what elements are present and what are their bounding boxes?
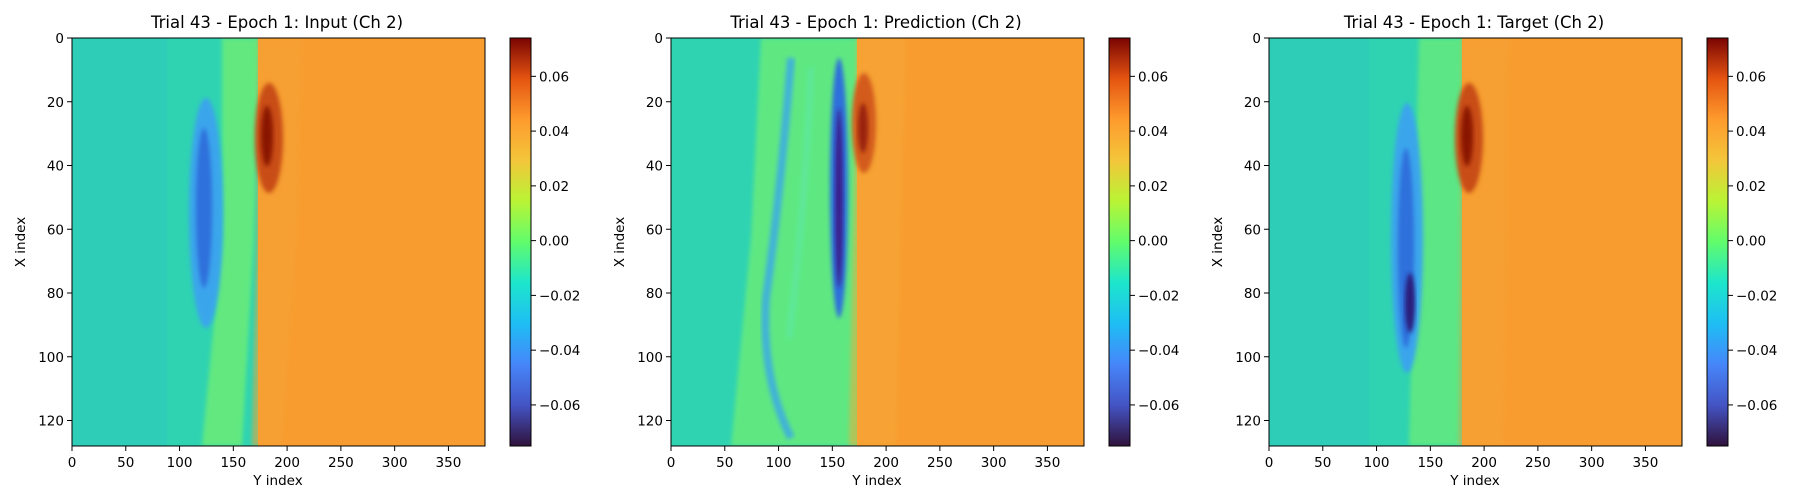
y-tick-label: 100	[38, 350, 64, 366]
colorbar-tick-label: −0.06	[1736, 398, 1777, 414]
colorbar-tick-label: 0.00	[1736, 234, 1766, 250]
chart-title: Trial 43 - Epoch 1: Target (Ch 2)	[1343, 13, 1604, 32]
chart-title: Trial 43 - Epoch 1: Input (Ch 2)	[150, 13, 403, 32]
x-tick-label: 0	[667, 455, 676, 471]
x-tick-label: 200	[873, 455, 899, 471]
colorbar-ticks: 0.06 0.04 0.02 0.00 −0.02 −0.04 −0.06	[1728, 69, 1777, 414]
y-tick-label: 60	[47, 222, 64, 238]
x-tick-label: 150	[1417, 455, 1443, 471]
y-tick-label: 120	[1235, 414, 1261, 430]
x-axis-label: Y index	[851, 473, 901, 489]
panel-input: Trial 43 - Epoch 1: Input (Ch 2) 0 50 100 1…	[13, 13, 580, 489]
colorbar-tick-label: 0.00	[1138, 234, 1168, 250]
y-tick-label: 120	[637, 414, 663, 430]
x-axis-label: Y index	[1449, 473, 1499, 489]
y-tick-label: 80	[47, 286, 64, 302]
colorbar-tick-label: −0.04	[1736, 343, 1777, 359]
colorbar-tick-label: −0.02	[1736, 288, 1777, 304]
colorbar-tick-label: 0.06	[539, 69, 569, 85]
colorbar	[1108, 37, 1131, 447]
colorbar-tick-label: 0.06	[1138, 69, 1168, 85]
colorbar-ticks: 0.06 0.04 0.02 0.00 −0.02 −0.04 −0.06	[1130, 69, 1179, 414]
colorbar-tick-label: 0.00	[539, 234, 569, 250]
plot-frame	[670, 37, 1085, 447]
heatmap-image	[671, 38, 1084, 446]
x-tick-label: 250	[328, 455, 354, 471]
heatmap-image	[1269, 38, 1682, 446]
plot-frame	[1268, 37, 1683, 447]
colorbar-tick-label: −0.06	[1138, 398, 1179, 414]
panel-target: Trial 43 - Epoch 1: Target (Ch 2) 0 50 100…	[1210, 13, 1777, 489]
y-axis-label: X index	[1210, 217, 1226, 267]
y-tick-label: 20	[47, 95, 64, 111]
colorbar-tick-label: 0.06	[1736, 69, 1766, 85]
x-tick-label: 100	[167, 455, 193, 471]
colorbar-tick-label: 0.02	[539, 179, 569, 195]
y-axis-label: X index	[612, 217, 628, 267]
x-tick-label: 50	[1314, 455, 1331, 471]
colorbar-tick-label: −0.04	[539, 343, 580, 359]
colorbar	[1706, 37, 1729, 447]
colorbar-tick-label: −0.02	[1138, 288, 1179, 304]
x-tick-label: 250	[927, 455, 953, 471]
x-tick-label: 350	[1035, 455, 1061, 471]
colorbar-tick-label: −0.04	[1138, 343, 1179, 359]
x-tick-label: 150	[819, 455, 845, 471]
x-tick-label: 200	[274, 455, 300, 471]
axis-ticks: 0 50 100 150 200 250 300 350 0 20 40 60 80 100 120	[637, 31, 1060, 471]
panel-prediction: Trial 43 - Epoch 1: Prediction (Ch 2) 0 5…	[612, 13, 1179, 489]
x-tick-label: 300	[981, 455, 1007, 471]
y-tick-label: 80	[646, 286, 663, 302]
y-tick-label: 40	[646, 159, 663, 175]
axis-ticks: 0 50 100 150 200 250 300 350 0 20 40 60 80 100 120	[1235, 31, 1658, 471]
y-tick-label: 20	[646, 95, 663, 111]
y-tick-label: 40	[47, 159, 64, 175]
x-tick-label: 150	[220, 455, 246, 471]
colorbar	[509, 37, 532, 447]
x-tick-label: 300	[382, 455, 408, 471]
colorbar-tick-label: 0.04	[539, 124, 569, 140]
x-tick-label: 0	[1265, 455, 1274, 471]
y-tick-label: 100	[1235, 350, 1261, 366]
y-tick-label: 0	[654, 31, 663, 47]
colorbar-tick-label: 0.04	[1138, 124, 1168, 140]
axis-ticks: 0 50 100 150 200 250 300 350 0 20 40 60 80 100 120	[38, 31, 461, 471]
x-axis-label: Y index	[252, 473, 302, 489]
colorbar-tick-label: 0.04	[1736, 124, 1766, 140]
y-axis-label: X index	[13, 217, 29, 267]
colorbar-ticks: 0.06 0.04 0.02 0.00 −0.02 −0.04 −0.06	[531, 69, 580, 414]
y-tick-label: 60	[1244, 222, 1261, 238]
colorbar-tick-label: 0.02	[1138, 179, 1168, 195]
heatmap-image	[72, 38, 485, 446]
y-tick-label: 0	[1252, 31, 1261, 47]
x-tick-label: 350	[436, 455, 462, 471]
y-tick-label: 20	[1244, 95, 1261, 111]
x-tick-label: 350	[1633, 455, 1659, 471]
y-tick-label: 100	[637, 350, 663, 366]
y-tick-label: 0	[55, 31, 64, 47]
x-tick-label: 300	[1579, 455, 1605, 471]
x-tick-label: 100	[1364, 455, 1390, 471]
y-tick-label: 40	[1244, 159, 1261, 175]
plot-frame	[71, 37, 486, 447]
y-tick-label: 80	[1244, 286, 1261, 302]
x-tick-label: 100	[766, 455, 792, 471]
x-tick-label: 0	[68, 455, 77, 471]
colorbar-tick-label: −0.06	[539, 398, 580, 414]
x-tick-label: 50	[117, 455, 134, 471]
colorbar-tick-label: 0.02	[1736, 179, 1766, 195]
x-tick-label: 250	[1525, 455, 1551, 471]
y-tick-label: 120	[38, 414, 64, 430]
chart-title: Trial 43 - Epoch 1: Prediction (Ch 2)	[729, 13, 1021, 32]
colorbar-tick-label: −0.02	[539, 288, 580, 304]
y-tick-label: 60	[646, 222, 663, 238]
x-tick-label: 200	[1471, 455, 1497, 471]
x-tick-label: 50	[716, 455, 733, 471]
